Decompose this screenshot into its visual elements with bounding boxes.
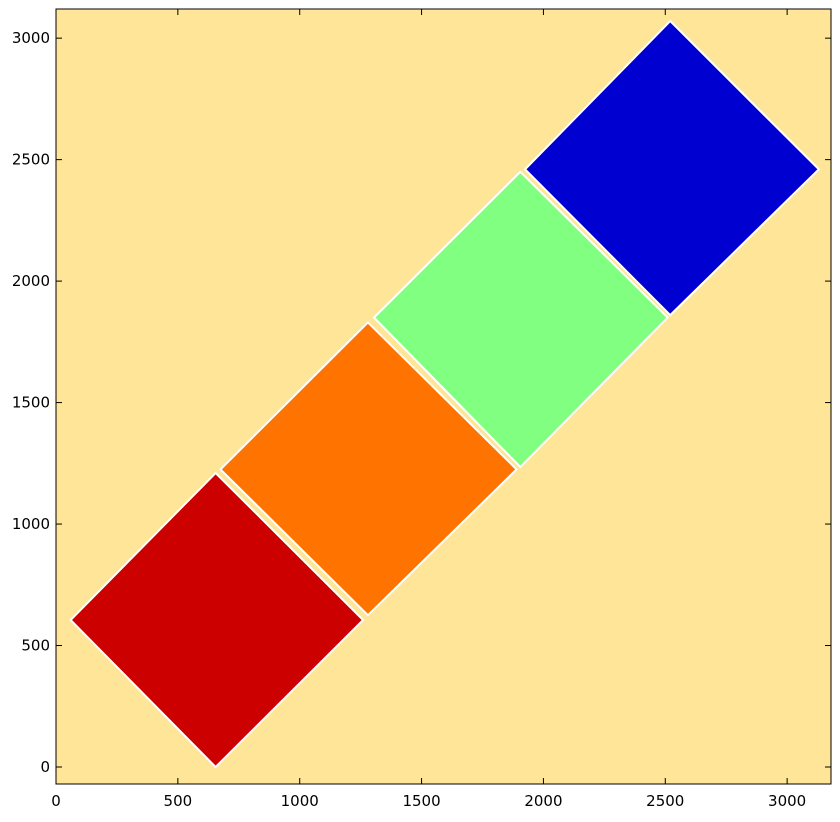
square-shape-4 [523, 19, 821, 317]
x-tick-label-1000: 1000 [281, 792, 319, 810]
square-shape-2 [219, 320, 519, 617]
x-tick-label-2000: 2000 [524, 792, 562, 810]
x-tick-label-3000: 3000 [768, 792, 806, 810]
y-tick-label-1000: 1000 [12, 515, 50, 533]
y-tick-label-3000: 3000 [12, 29, 50, 47]
x-tick-label-0: 0 [51, 792, 61, 810]
plot-frame [55, 8, 832, 785]
x-tick-label-2500: 2500 [646, 792, 684, 810]
y-tick-label-500: 500 [21, 637, 50, 655]
y-tick-label-0: 0 [40, 758, 50, 776]
x-tick-label-1500: 1500 [402, 792, 440, 810]
x-tick-label-500: 500 [164, 792, 193, 810]
shapes-layer [69, 19, 821, 769]
y-tick-label-2000: 2000 [12, 272, 50, 290]
y-tick-label-1500: 1500 [12, 394, 50, 412]
ticks-layer: 0 500 1000 1500 2000 2500 3000 0 500 1000 1500 2000… [12, 9, 831, 810]
square-shape-3 [372, 170, 670, 469]
square-shape-1 [69, 471, 365, 769]
y-tick-label-2500: 2500 [12, 151, 50, 169]
